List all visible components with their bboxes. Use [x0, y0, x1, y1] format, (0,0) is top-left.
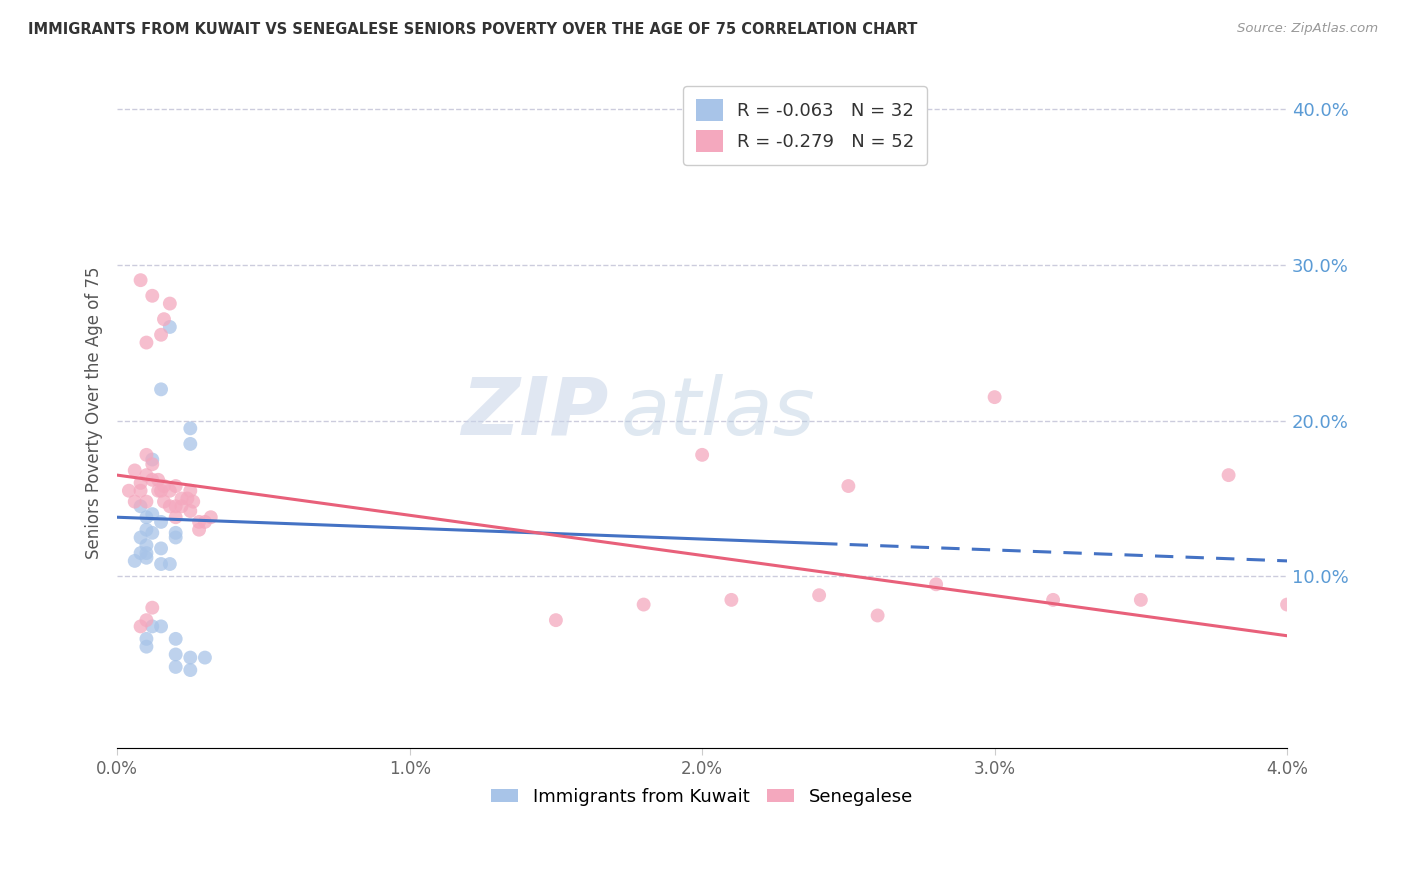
Point: [135, 640, 157, 654]
Point: [141, 457, 163, 471]
Point: [165, 648, 187, 662]
Point: [170, 491, 193, 506]
Point: [141, 473, 163, 487]
Point: [141, 600, 163, 615]
Point: [153, 479, 176, 493]
Point: [153, 494, 176, 508]
Point: [179, 504, 201, 518]
Point: [150, 483, 173, 498]
Point: [141, 507, 163, 521]
Point: [129, 483, 152, 498]
Point: [124, 554, 146, 568]
Point: [141, 619, 163, 633]
Point: [135, 448, 157, 462]
Point: [925, 577, 948, 591]
Point: [150, 382, 173, 396]
Point: [165, 660, 187, 674]
Point: [720, 593, 742, 607]
Point: [150, 619, 173, 633]
Point: [808, 588, 831, 602]
Point: [200, 510, 222, 524]
Point: [150, 327, 173, 342]
Point: [135, 613, 157, 627]
Point: [150, 515, 173, 529]
Point: [176, 491, 198, 506]
Legend: Immigrants from Kuwait, Senegalese: Immigrants from Kuwait, Senegalese: [484, 780, 921, 813]
Point: [165, 479, 187, 493]
Point: [135, 494, 157, 508]
Point: [141, 452, 163, 467]
Point: [141, 289, 163, 303]
Point: [1129, 593, 1152, 607]
Point: [194, 650, 217, 665]
Point: [866, 608, 889, 623]
Point: [124, 494, 146, 508]
Point: [1218, 468, 1240, 483]
Point: [135, 468, 157, 483]
Point: [135, 632, 157, 646]
Point: [633, 598, 655, 612]
Point: [135, 510, 157, 524]
Point: [1042, 593, 1064, 607]
Text: atlas: atlas: [620, 374, 815, 451]
Point: [135, 546, 157, 560]
Point: [179, 421, 201, 435]
Point: [135, 523, 157, 537]
Point: [165, 500, 187, 514]
Point: [165, 531, 187, 545]
Y-axis label: Seniors Poverty Over the Age of 75: Seniors Poverty Over the Age of 75: [86, 267, 103, 559]
Point: [150, 541, 173, 556]
Point: [179, 663, 201, 677]
Point: [983, 390, 1005, 404]
Point: [165, 510, 187, 524]
Point: [150, 557, 173, 571]
Point: [188, 515, 211, 529]
Point: [159, 500, 181, 514]
Point: [146, 473, 169, 487]
Point: [188, 523, 211, 537]
Point: [194, 515, 217, 529]
Point: [544, 613, 567, 627]
Point: [129, 500, 152, 514]
Point: [179, 483, 201, 498]
Point: [135, 538, 157, 552]
Point: [135, 550, 157, 565]
Point: [135, 335, 157, 350]
Point: [159, 320, 181, 334]
Point: [837, 479, 859, 493]
Point: [170, 500, 193, 514]
Point: [146, 483, 169, 498]
Point: [129, 546, 152, 560]
Point: [124, 463, 146, 477]
Point: [1275, 598, 1298, 612]
Point: [159, 557, 181, 571]
Point: [141, 525, 163, 540]
Point: [165, 632, 187, 646]
Point: [129, 531, 152, 545]
Point: [129, 619, 152, 633]
Text: ZIP: ZIP: [461, 374, 609, 451]
Point: [159, 483, 181, 498]
Point: [165, 525, 187, 540]
Point: [690, 448, 713, 462]
Point: [129, 475, 152, 490]
Point: [179, 437, 201, 451]
Point: [159, 296, 181, 310]
Point: [179, 650, 201, 665]
Point: [181, 494, 204, 508]
Text: Source: ZipAtlas.com: Source: ZipAtlas.com: [1237, 22, 1378, 36]
Text: IMMIGRANTS FROM KUWAIT VS SENEGALESE SENIORS POVERTY OVER THE AGE OF 75 CORRELAT: IMMIGRANTS FROM KUWAIT VS SENEGALESE SEN…: [28, 22, 918, 37]
Point: [153, 312, 176, 326]
Point: [118, 483, 141, 498]
Point: [129, 273, 152, 287]
